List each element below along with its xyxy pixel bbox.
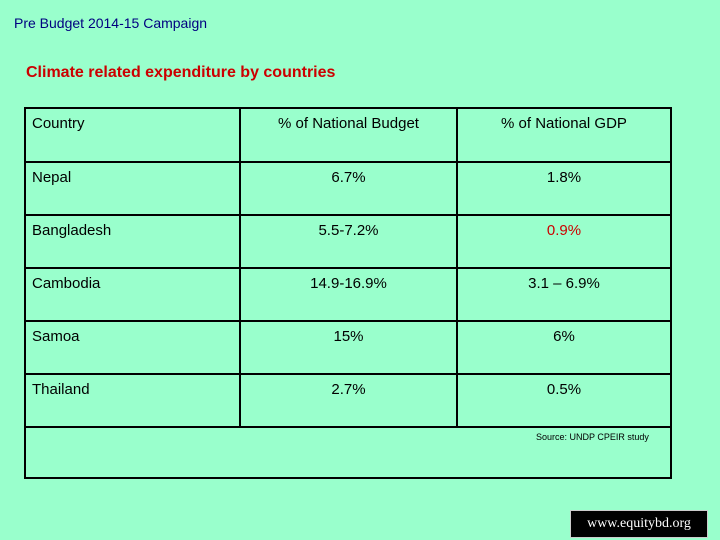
table-row: Samoa 15% 6% xyxy=(26,321,670,375)
table-row: Thailand 2.7% 0.5% xyxy=(26,374,670,428)
table-row: Cambodia 14.9-16.9% 3.1 – 6.9% xyxy=(26,268,670,322)
country-cell: Nepal xyxy=(26,162,241,216)
equitybd-logo: www.equitybd.org xyxy=(570,510,708,538)
gdp-cell: 6% xyxy=(457,321,670,375)
column-header-country: Country xyxy=(26,109,241,163)
country-cell: Bangladesh xyxy=(26,215,241,269)
expenditure-table-frame: Country % of National Budget % of Nation… xyxy=(24,107,672,479)
budget-cell: 5.5-7.2% xyxy=(240,215,458,269)
budget-cell: 15% xyxy=(240,321,458,375)
gdp-cell-highlighted: 0.9% xyxy=(457,215,670,269)
table-row: Bangladesh 5.5-7.2% 0.9% xyxy=(26,215,670,269)
gdp-cell: 0.5% xyxy=(457,374,670,428)
column-header-budget: % of National Budget xyxy=(240,109,458,163)
source-area: Source: UNDP CPEIR study xyxy=(26,428,670,480)
header-title: Pre Budget 2014-15 Campaign xyxy=(14,15,208,31)
column-header-gdp: % of National GDP xyxy=(457,109,670,163)
country-cell: Cambodia xyxy=(26,268,241,322)
country-cell: Samoa xyxy=(26,321,241,375)
expenditure-table: Country % of National Budget % of Nation… xyxy=(26,109,670,428)
budget-cell: 14.9-16.9% xyxy=(240,268,458,322)
table-row: Nepal 6.7% 1.8% xyxy=(26,162,670,216)
country-cell: Thailand xyxy=(26,374,241,428)
table-header-row: Country % of National Budget % of Nation… xyxy=(26,109,670,163)
budget-cell: 2.7% xyxy=(240,374,458,428)
gdp-cell: 1.8% xyxy=(457,162,670,216)
slide-title: Climate related expenditure by countries xyxy=(26,64,336,81)
source-note: Source: UNDP CPEIR study xyxy=(536,432,649,442)
gdp-cell: 3.1 – 6.9% xyxy=(457,268,670,322)
budget-cell: 6.7% xyxy=(240,162,458,216)
